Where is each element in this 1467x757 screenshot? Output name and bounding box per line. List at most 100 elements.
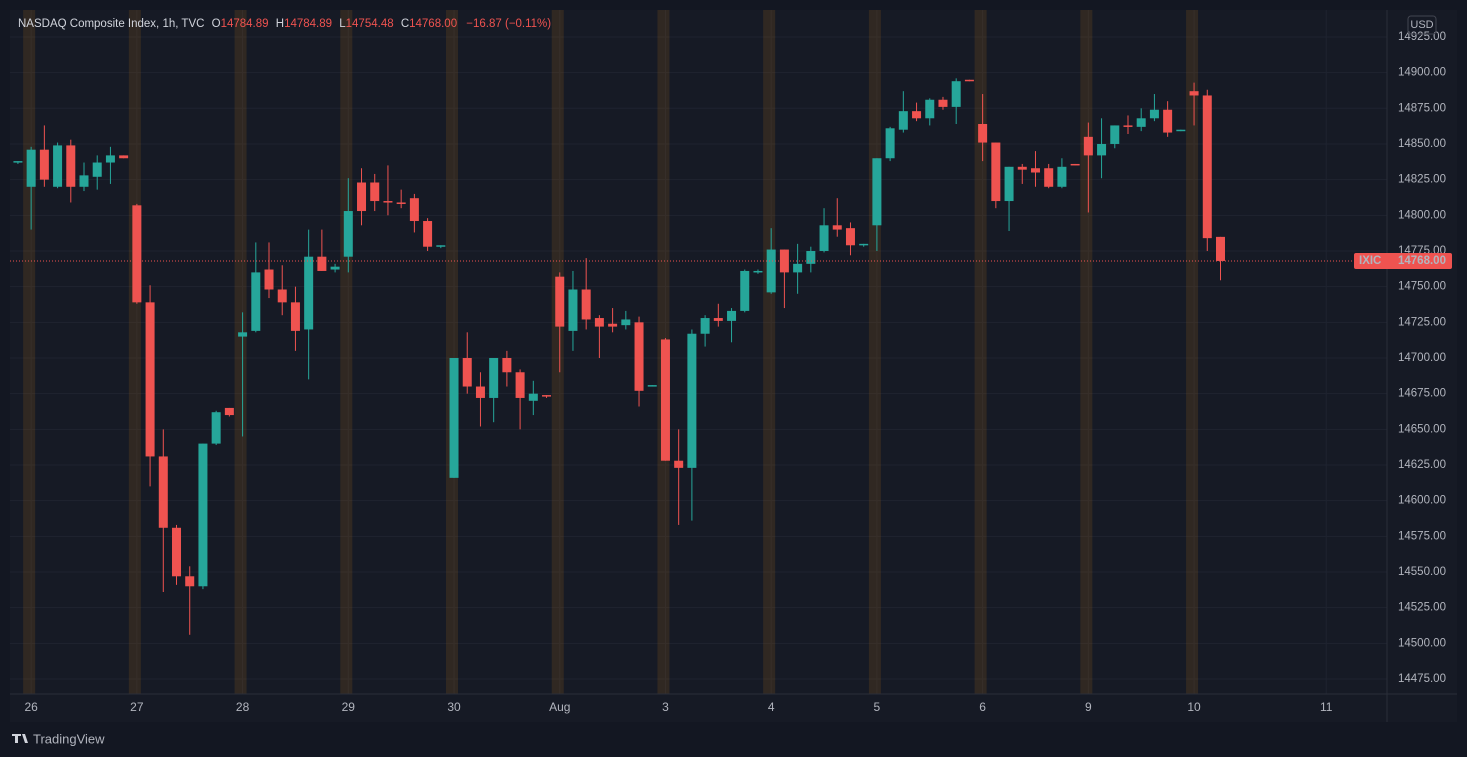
candle-body [885,128,895,159]
candle-body [555,276,565,327]
change: −16.87 (−0.11%) [466,18,551,30]
candle-body [819,225,829,251]
candle-body [105,155,115,163]
candle-body [1044,168,1054,187]
candle-body [542,395,552,397]
candle-body [568,289,578,331]
candle-body [26,149,36,187]
candle-body [449,357,459,478]
candle-body [515,372,525,398]
candle-body [119,155,129,159]
currency-box[interactable] [1407,15,1437,35]
candle-body [317,256,327,271]
y-tick-label: 14600.00 [1398,495,1446,507]
candle-body [1017,166,1027,170]
candle-body [1110,125,1120,144]
candle-body [991,142,1001,202]
x-tick-label: 27 [130,700,144,714]
candle-body [594,318,604,327]
candle-body [753,270,763,273]
candle-body [145,302,155,457]
candle-body [238,332,248,337]
x-tick-label: 29 [342,700,356,714]
candle-body [132,205,142,303]
candle-body [621,319,631,326]
candle-body [806,250,816,264]
candle-body [475,386,485,398]
y-tick-label: 14875.00 [1398,102,1446,114]
symbol: NASDAQ Composite Index, 1h, TVC [18,18,204,30]
candle-body [409,198,419,222]
close: 14768.00 [409,18,457,30]
candle-body [581,289,591,320]
y-tick-label: 14925.00 [1398,31,1446,43]
session-band [551,10,564,694]
candle-body [727,310,737,321]
candle-body [647,385,657,387]
last-price-symbol: IXIC [1359,255,1381,267]
open: 14784.89 [221,18,269,30]
candle-body [1070,163,1080,166]
candle-body [766,249,776,293]
high: 14784.89 [284,18,332,30]
candle-body [925,99,935,119]
candle-body [845,228,855,246]
candle-body [79,175,89,187]
candle-body [436,245,446,247]
candle-body [264,269,274,290]
candle-body [1083,136,1093,156]
candle-body [39,149,49,180]
candle-body [53,145,63,187]
candle-body [1189,91,1199,96]
candle-body [211,412,221,444]
y-tick-label: 14900.00 [1398,67,1446,79]
candle-body [92,162,102,177]
candle-body [687,333,697,468]
candle-body [1097,143,1107,156]
candle-body [912,111,922,119]
candle-body [343,211,353,257]
session-band [128,10,141,694]
x-tick-label: 11 [1320,700,1333,714]
candle-body [330,266,340,270]
candle-body [1057,166,1067,187]
y-tick-label: 14500.00 [1398,637,1446,649]
candle-body [978,124,988,143]
candle-body [1004,166,1014,202]
low-key: L [339,18,346,30]
y-tick-label: 14575.00 [1398,530,1446,542]
candle-body [1176,129,1186,132]
session-band [1080,10,1093,694]
candle-body [251,272,261,331]
candle-body [634,322,644,391]
candle-body [290,302,300,331]
currency[interactable]: USD [1410,19,1433,31]
y-tick-label: 14850.00 [1398,138,1446,150]
candle-body [277,289,287,303]
candle-body [793,263,803,273]
x-tick-label: 9 [1085,700,1092,714]
candle-body [66,145,76,187]
y-tick-label: 14650.00 [1398,423,1446,435]
y-tick-label: 14550.00 [1398,566,1446,578]
candle-body [832,225,842,230]
candle-body [158,456,168,528]
candle-body [872,158,882,226]
candle-body [423,221,433,247]
session-band [1186,10,1199,694]
candle-body [1030,168,1040,173]
candle-body [1149,109,1159,119]
x-tick-label: Aug [549,700,570,714]
candle-body [462,357,472,387]
session-band [974,10,987,694]
open-key: O [212,18,221,30]
candle-body [740,270,750,311]
brand-logo [12,734,28,743]
last-price-tag [1354,252,1452,269]
candle-body [859,243,869,246]
legend: NASDAQ Composite Index, 1h, TVC O14784.8… [18,18,551,30]
last-price-label: 14768.00 [1398,255,1446,267]
brand: TradingView [33,731,105,746]
candle-body [357,182,367,212]
x-tick-label: 3 [662,700,669,714]
